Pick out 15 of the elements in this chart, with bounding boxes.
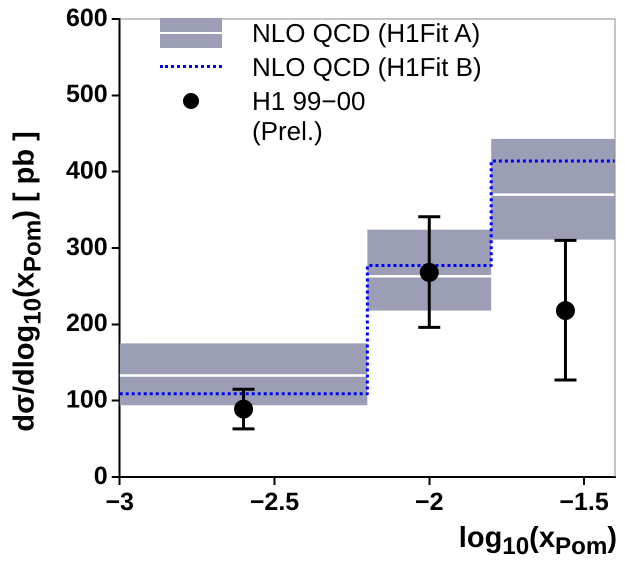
legend-label: H1 99−00 (Prel.) (252, 86, 366, 146)
y-tick-label: 100 (66, 386, 108, 414)
y-tick-label: 0 (94, 462, 108, 490)
y-tick-label: 400 (66, 156, 108, 185)
x-tick-label: −3 (105, 488, 134, 516)
legend-label: NLO QCD (H1Fit A) (252, 18, 480, 48)
y-tick-label: 600 (66, 4, 108, 32)
x-axis-title: log$_{10}$(x$_{Pom}$) (458, 522, 617, 561)
y-tick-label: 500 (66, 80, 108, 108)
y-tick-label: 200 (66, 309, 108, 338)
y-tick-label: 300 (66, 232, 108, 261)
x-tick-label: −1.5 (559, 488, 609, 516)
legend-label: NLO QCD (H1Fit B) (252, 52, 482, 82)
x-tick-label: −2.5 (250, 488, 300, 516)
x-tick-label: −2 (415, 488, 444, 516)
